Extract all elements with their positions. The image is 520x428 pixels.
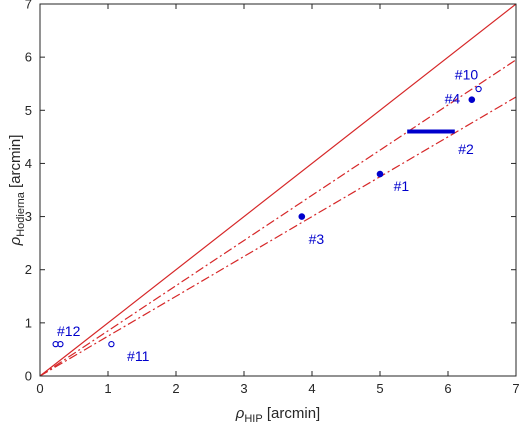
y-tick-label-3: 3	[25, 209, 32, 224]
x-tick-label-4: 4	[308, 381, 315, 396]
x-tick-label-6: 6	[444, 381, 451, 396]
data-point-open-1	[475, 85, 482, 93]
point-label-3: #3	[309, 231, 325, 247]
y-tick-label-0: 0	[25, 369, 32, 384]
point-label-2: #2	[458, 141, 474, 157]
y-tick-label-6: 6	[25, 50, 32, 65]
data-point-open-2	[108, 340, 115, 348]
y-tick-label-7: 7	[25, 0, 32, 12]
x-tick-label-7: 7	[512, 381, 519, 396]
point-label-4: #4	[445, 90, 461, 106]
reference-line-3	[39, 96, 517, 377]
point-label-1: #1	[394, 178, 410, 194]
y-tick-label-1: 1	[25, 315, 32, 330]
x-tick-label-1: 1	[104, 381, 111, 396]
plot-frame	[39, 3, 517, 377]
data-point-open-4	[57, 340, 64, 348]
point-label-5: #10	[455, 66, 479, 82]
data-point-filled-3	[468, 96, 476, 103]
point-label-6: #11	[127, 348, 150, 364]
y-tick-label-4: 4	[25, 156, 32, 171]
reference-line-1	[39, 3, 517, 377]
y-tick-label-2: 2	[25, 262, 32, 277]
x-tick-label-5: 5	[376, 381, 383, 396]
point-label-7: #12	[57, 323, 81, 339]
reference-line-2	[39, 59, 517, 377]
x-tick-label-2: 2	[172, 381, 179, 396]
y-axis-title: ρHodierna [arcmin]	[7, 135, 27, 247]
x-tick-label-3: 3	[240, 381, 247, 396]
data-point-filled-2	[298, 213, 306, 220]
data-point-filled-1	[376, 170, 384, 178]
y-tick-label-5: 5	[25, 103, 32, 118]
x-tick-label-0: 0	[36, 381, 43, 396]
x-axis-title: ρHIP [arcmin]	[235, 405, 320, 425]
